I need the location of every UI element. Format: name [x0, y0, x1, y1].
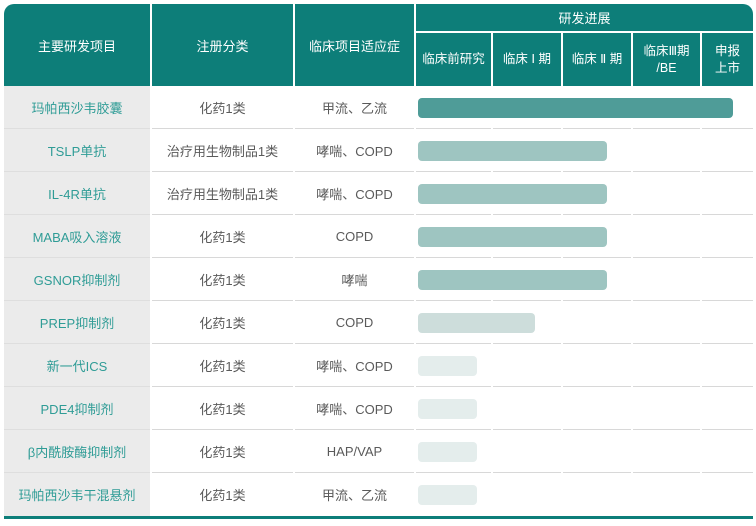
header-stage-phase-3-be: 临床Ⅲ期 /BE [633, 33, 700, 86]
registration-category-cell: 化药1类 [152, 430, 293, 473]
stage-grid-lines [416, 258, 753, 301]
registration-category-cell: 化药1类 [152, 387, 293, 430]
indication-cell: 哮喘、COPD [295, 387, 414, 430]
project-name-cell: β内酰胺酶抑制剂 [4, 430, 150, 473]
registration-category-cell: 化药1类 [152, 215, 293, 258]
progress-bar [418, 97, 734, 118]
progress-bar-cell [416, 430, 753, 473]
indication-cell: COPD [295, 215, 414, 258]
stage-grid-lines [416, 129, 753, 172]
progress-bar [418, 484, 477, 505]
stage-grid-lines [416, 172, 753, 215]
progress-bar [418, 226, 608, 247]
header-stage-phase-1: 临床 Ⅰ 期 [493, 33, 561, 86]
progress-bar-cell [416, 301, 753, 344]
progress-bar [418, 312, 535, 333]
project-name-cell: PREP抑制剂 [4, 301, 150, 344]
progress-bar-cell [416, 344, 753, 387]
stage-grid-lines [416, 387, 753, 430]
registration-category-cell: 化药1类 [152, 258, 293, 301]
project-name-cell: TSLP单抗 [4, 129, 150, 172]
header-stage-phase-2: 临床 Ⅱ 期 [563, 33, 631, 86]
indication-cell: 哮喘、COPD [295, 129, 414, 172]
header-stage-nda: 申报 上市 [702, 33, 753, 86]
pipeline-table: 主要研发项目 注册分类 临床项目适应症 研发进展 临床前研究 临床 Ⅰ 期 临床… [4, 4, 753, 519]
registration-category-cell: 化药1类 [199, 488, 246, 503]
progress-bar [418, 140, 608, 161]
progress-bar [418, 441, 477, 462]
progress-bar [418, 269, 608, 290]
progress-bar [418, 355, 477, 376]
indication-cell: 哮喘、COPD [295, 172, 414, 215]
progress-bar-cell [416, 473, 753, 516]
progress-bar-cell [416, 258, 753, 301]
indication-cell: 甲流、乙流 [295, 86, 414, 129]
stage-grid-lines [416, 344, 753, 387]
stage-grid-lines [416, 301, 753, 344]
progress-bar-cell [416, 215, 753, 258]
header-stage-preclinical: 临床前研究 [416, 33, 491, 86]
project-name-cell: IL-4R单抗 [4, 172, 150, 215]
indication-cell: 哮喘、COPD [295, 344, 414, 387]
indication-cell: COPD [295, 301, 414, 344]
header-project-column: 主要研发项目 [4, 4, 150, 86]
project-name-cell: MABA吸入溶液 [4, 215, 150, 258]
registration-category-cell: 化药1类 [152, 344, 293, 387]
header-registration-column: 注册分类 [152, 4, 293, 86]
indication-cell: 哮喘 [295, 258, 414, 301]
stage-grid-lines [416, 430, 753, 473]
registration-category-cell: 治疗用生物制品1类 [152, 172, 293, 215]
pipeline-grid: 主要研发项目 注册分类 临床项目适应症 研发进展 临床前研究 临床 Ⅰ 期 临床… [4, 4, 753, 516]
stage-grid-lines [416, 215, 753, 258]
progress-bar-cell [416, 86, 753, 129]
progress-bar [418, 183, 608, 204]
registration-category-cell: 化药1类 [152, 86, 293, 129]
indication-cell: HAP/VAP [295, 430, 414, 473]
registration-category-cell: 治疗用生物制品1类 [152, 129, 293, 172]
registration-category-cell: 化药1类 [152, 301, 293, 344]
header-progress-group: 研发进展 [416, 4, 753, 33]
progress-bar-cell [416, 387, 753, 430]
project-name-cell: 玛帕西沙韦胶囊 [4, 86, 150, 129]
progress-bar-cell [416, 172, 753, 215]
progress-bar-cell [416, 129, 753, 172]
project-name-cell: GSNOR抑制剂 [4, 258, 150, 301]
indication-cell: 甲流、乙流 [321, 488, 387, 503]
project-name-cell: 玛帕西沙韦干混悬剂 [4, 473, 150, 516]
progress-bar [418, 398, 477, 419]
project-name-cell: 新一代ICS [4, 344, 150, 387]
table-bottom-rule [4, 516, 753, 519]
stage-grid-lines [416, 86, 753, 129]
project-name-cell: PDE4抑制剂 [4, 387, 150, 430]
header-indication-column: 临床项目适应症 [295, 4, 414, 86]
